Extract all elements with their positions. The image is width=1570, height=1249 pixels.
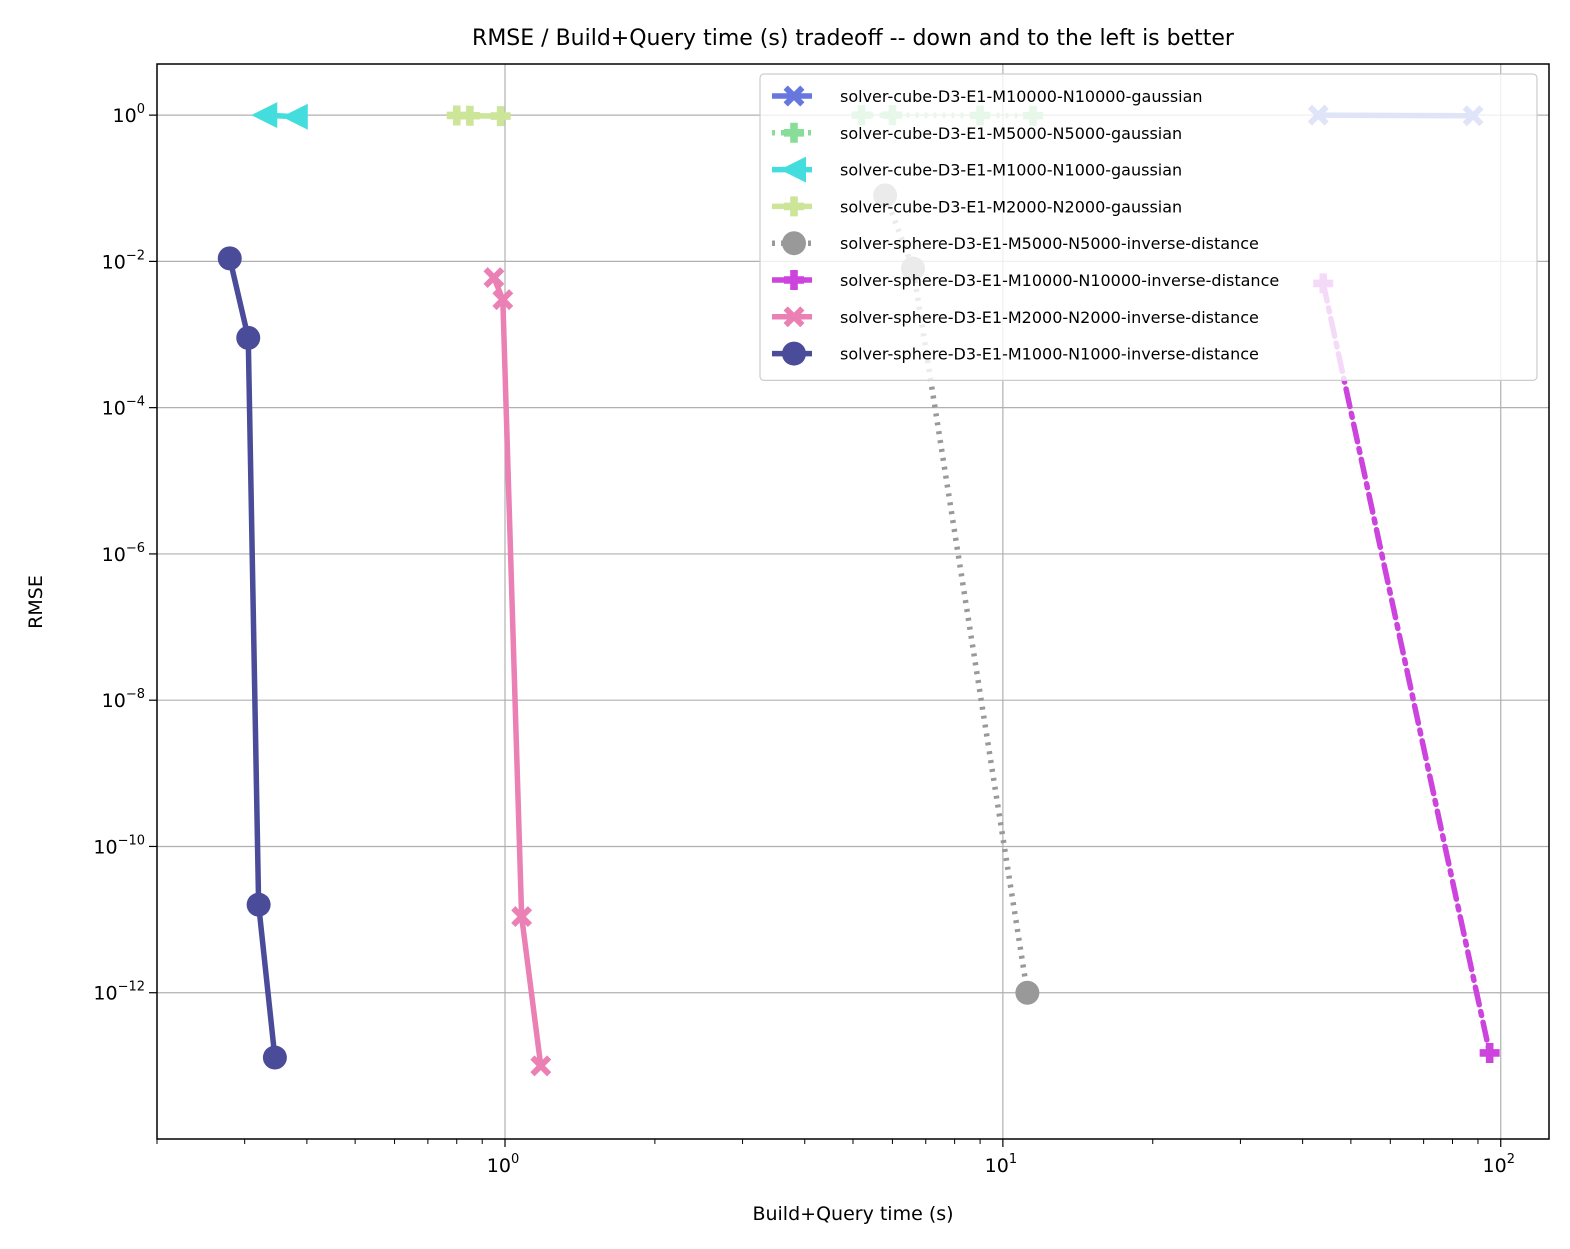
data-point-series-8 bbox=[246, 892, 271, 917]
legend-marker-4 bbox=[784, 196, 804, 217]
series-line-5 bbox=[882, 194, 1031, 994]
data-point-series-8 bbox=[262, 1045, 287, 1070]
series-line-7 bbox=[491, 274, 544, 1069]
y-tick-label: 10−2 bbox=[102, 248, 145, 273]
legend-marker-6 bbox=[784, 270, 804, 290]
data-point-series-4 bbox=[490, 106, 511, 127]
axis-ticks: 100 101 102 100 10−2 10−4 10−6 10−8 10−10 10−12 bbox=[93, 102, 1515, 1177]
data-point-series-8 bbox=[236, 325, 261, 350]
legend-label: solver-cube-D3-E1-M1000-N1000-gaussian bbox=[840, 161, 1182, 180]
chart-title: RMSE / Build+Query time (s) tradeoff -- … bbox=[472, 26, 1235, 51]
y-tick-label: 10−12 bbox=[93, 980, 145, 1005]
data-point-series-3 bbox=[251, 102, 278, 129]
legend-marker-3 bbox=[780, 156, 806, 183]
y-tick-label: 10−4 bbox=[102, 395, 145, 420]
legend-marker-2 bbox=[784, 122, 804, 143]
legend-label: solver-sphere-D3-E1-M2000-N2000-inverse-… bbox=[840, 308, 1259, 327]
data-point-series-8 bbox=[217, 246, 242, 271]
series-line-8 bbox=[227, 255, 278, 1061]
data-point-series-5 bbox=[1015, 980, 1040, 1005]
data-point-series-7 bbox=[511, 906, 533, 928]
x-axis-label: Build+Query time (s) bbox=[752, 1203, 953, 1225]
y-tick-label: 10−10 bbox=[93, 833, 145, 858]
legend-label: solver-cube-D3-E1-M2000-N2000-gaussian bbox=[840, 197, 1182, 216]
x-tick-label: 101 bbox=[985, 1152, 1017, 1177]
legend-marker-7 bbox=[783, 306, 805, 328]
data-point-series-7 bbox=[483, 267, 505, 289]
data-point-series-3 bbox=[281, 103, 308, 130]
legend-marker-8 bbox=[782, 341, 806, 366]
data-point-series-7 bbox=[492, 289, 514, 311]
y-tick-label: 100 bbox=[113, 102, 145, 127]
legend-label: solver-sphere-D3-E1-M1000-N1000-inverse-… bbox=[840, 345, 1259, 364]
legend-box bbox=[759, 73, 1538, 381]
legend-label: solver-sphere-D3-E1-M10000-N10000-invers… bbox=[840, 271, 1279, 290]
y-axis-label: RMSE bbox=[25, 575, 47, 629]
y-tick-label: 10−6 bbox=[102, 541, 145, 566]
legend: solver-cube-D3-E1-M10000-N10000-gaussian… bbox=[759, 73, 1538, 381]
legend-marker-5 bbox=[782, 231, 806, 256]
data-point-series-7 bbox=[530, 1055, 552, 1077]
legend-label: solver-sphere-D3-E1-M5000-N5000-inverse-… bbox=[840, 234, 1259, 253]
series-line-6 bbox=[1320, 280, 1493, 1056]
x-tick-label: 100 bbox=[487, 1152, 519, 1177]
y-tick-label: 10−8 bbox=[102, 687, 145, 712]
legend-label: solver-cube-D3-E1-M5000-N5000-gaussian bbox=[840, 124, 1182, 143]
data-point-series-4 bbox=[446, 105, 467, 126]
data-point-series-6 bbox=[1479, 1042, 1500, 1063]
x-tick-label: 102 bbox=[1483, 1152, 1515, 1177]
legend-marker-1 bbox=[783, 85, 805, 107]
data-point-series-4 bbox=[459, 105, 480, 126]
legend-label: solver-cube-D3-E1-M10000-N10000-gaussian bbox=[840, 87, 1203, 106]
